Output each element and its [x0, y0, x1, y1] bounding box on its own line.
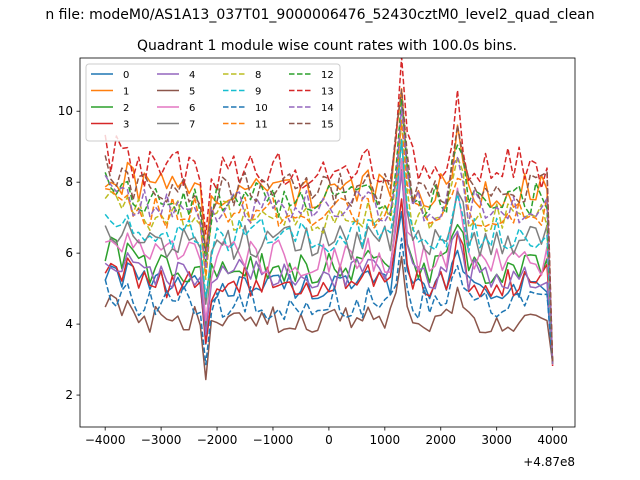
series-line-12: [104, 98, 554, 364]
figure-suptitle: n file: modeM0/AS1A13_037T01_9000006476_…: [45, 7, 594, 23]
legend-box: [85, 63, 341, 142]
x-tick-label: −3000: [141, 433, 182, 447]
legend-label-15: 15: [321, 120, 334, 131]
series-line-15: [104, 88, 554, 364]
y-tick-label: 4: [65, 317, 73, 331]
x-tick-label: −1000: [253, 433, 294, 447]
x-offset-label: +4.87e8: [523, 455, 575, 469]
series-line-13: [104, 58, 554, 367]
legend-label-14: 14: [321, 103, 334, 114]
legend-label-13: 13: [321, 87, 334, 98]
series-line-5: [104, 255, 554, 381]
series-line-6: [104, 157, 554, 365]
y-tick-label: 8: [65, 175, 73, 189]
x-tick-label: 1000: [370, 433, 401, 447]
legend-label-2: 2: [123, 103, 129, 114]
legend-label-9: 9: [255, 87, 261, 98]
series-line-2: [104, 168, 554, 364]
x-tick-label: 4000: [537, 433, 568, 447]
series-line-14: [104, 106, 554, 364]
legend-label-12: 12: [321, 70, 334, 81]
legend-label-11: 11: [255, 120, 268, 131]
series-line-9: [104, 139, 554, 364]
x-tick-label: 2000: [425, 433, 456, 447]
legend-label-10: 10: [255, 103, 268, 114]
x-tick-label: 3000: [481, 433, 512, 447]
legend-label-6: 6: [189, 103, 195, 114]
legend-label-5: 5: [189, 87, 195, 98]
series-line-7: [104, 138, 554, 364]
series-line-10: [104, 237, 554, 366]
axes-frame: [79, 57, 576, 428]
legend-label-7: 7: [189, 120, 195, 131]
series-line-11: [105, 119, 554, 364]
legend-label-0: 0: [123, 70, 129, 81]
legend-label-3: 3: [123, 120, 129, 131]
legend-label-4: 4: [189, 70, 195, 81]
legend-label-8: 8: [255, 70, 261, 81]
series-layer: [104, 58, 554, 381]
series-line-3: [104, 198, 554, 364]
y-tick-label: 10: [58, 104, 73, 118]
y-tick-label: 6: [65, 246, 73, 260]
x-tick-label: −2000: [197, 433, 238, 447]
chart-title: Quadrant 1 module wise count rates with …: [137, 38, 517, 54]
x-tick-label: −4000: [85, 433, 126, 447]
series-line-4: [104, 170, 554, 364]
legend-label-1: 1: [123, 87, 129, 98]
y-axis: 2 4 6 8 10: [58, 104, 80, 402]
x-tick-label: 0: [325, 433, 333, 447]
y-tick-label: 2: [65, 388, 73, 402]
x-axis: −4000 −3000 −2000 −1000 0 1000 2000 3000 4000: [85, 427, 568, 447]
